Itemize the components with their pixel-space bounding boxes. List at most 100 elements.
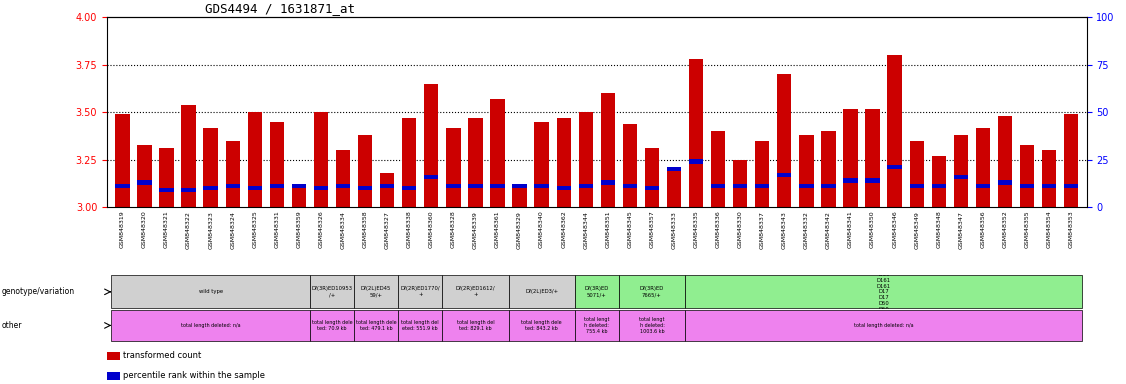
- Bar: [667, 171, 681, 207]
- Bar: [512, 189, 527, 207]
- FancyBboxPatch shape: [354, 275, 399, 308]
- Bar: [1064, 114, 1079, 207]
- Bar: [976, 127, 990, 207]
- Text: GSM848322: GSM848322: [186, 211, 191, 248]
- Bar: [490, 184, 504, 188]
- Text: GSM848330: GSM848330: [738, 211, 743, 248]
- Bar: [910, 141, 923, 207]
- FancyBboxPatch shape: [443, 275, 509, 308]
- Bar: [1042, 151, 1056, 207]
- Bar: [821, 184, 835, 188]
- Bar: [756, 141, 769, 207]
- Text: GDS4494 / 1631871_at: GDS4494 / 1631871_at: [205, 2, 355, 15]
- Bar: [799, 184, 814, 188]
- FancyBboxPatch shape: [619, 310, 685, 341]
- Bar: [115, 114, 129, 207]
- Bar: [689, 159, 704, 164]
- FancyBboxPatch shape: [111, 310, 310, 341]
- FancyBboxPatch shape: [685, 275, 1082, 308]
- Text: GSM848320: GSM848320: [142, 211, 148, 248]
- Bar: [711, 184, 725, 188]
- FancyBboxPatch shape: [399, 275, 443, 308]
- Text: Df(3R)ED
7665/+: Df(3R)ED 7665/+: [640, 286, 664, 297]
- FancyBboxPatch shape: [111, 275, 310, 308]
- Bar: [137, 145, 152, 207]
- Text: GSM848331: GSM848331: [275, 211, 279, 248]
- Text: GSM848329: GSM848329: [517, 211, 522, 248]
- Text: total lengt
h deleted:
1003.6 kb: total lengt h deleted: 1003.6 kb: [640, 317, 664, 334]
- Bar: [535, 122, 548, 207]
- Bar: [843, 109, 858, 207]
- Text: total length dele
ted: 479.1 kb: total length dele ted: 479.1 kb: [356, 320, 396, 331]
- Text: GSM848351: GSM848351: [606, 211, 610, 248]
- Text: Df(2L)ED3/+: Df(2L)ED3/+: [525, 289, 558, 295]
- FancyBboxPatch shape: [354, 310, 399, 341]
- Bar: [468, 184, 483, 188]
- Bar: [425, 84, 438, 207]
- Text: total length deleted: n/a: total length deleted: n/a: [854, 323, 913, 328]
- Bar: [425, 175, 438, 179]
- Bar: [181, 105, 196, 207]
- Bar: [270, 122, 284, 207]
- Text: genotype/variation: genotype/variation: [1, 287, 74, 296]
- Text: GSM848323: GSM848323: [208, 211, 213, 248]
- Bar: [248, 186, 262, 190]
- Bar: [336, 151, 350, 207]
- Bar: [976, 184, 990, 188]
- Bar: [645, 186, 659, 190]
- Text: GSM848360: GSM848360: [429, 211, 434, 248]
- Bar: [358, 135, 373, 207]
- Bar: [777, 173, 792, 177]
- Bar: [181, 188, 196, 192]
- Text: GSM848319: GSM848319: [119, 211, 125, 248]
- Text: GSM848354: GSM848354: [1046, 211, 1052, 248]
- Text: GSM848343: GSM848343: [781, 211, 787, 248]
- FancyBboxPatch shape: [310, 275, 354, 308]
- Bar: [821, 131, 835, 207]
- Bar: [733, 160, 748, 207]
- Text: GSM848328: GSM848328: [450, 211, 456, 248]
- Bar: [248, 113, 262, 207]
- Bar: [887, 55, 902, 207]
- Text: GSM848338: GSM848338: [406, 211, 412, 248]
- FancyBboxPatch shape: [443, 310, 509, 341]
- Bar: [667, 167, 681, 171]
- Text: GSM848341: GSM848341: [848, 211, 854, 248]
- Text: GSM848347: GSM848347: [958, 211, 964, 248]
- Bar: [270, 184, 284, 188]
- Text: GSM848339: GSM848339: [473, 211, 477, 248]
- Text: GSM848352: GSM848352: [1002, 211, 1008, 248]
- Text: GSM848325: GSM848325: [252, 211, 258, 248]
- FancyBboxPatch shape: [399, 310, 443, 341]
- Bar: [225, 141, 240, 207]
- FancyBboxPatch shape: [619, 275, 685, 308]
- Text: Df(2R)ED1770/
+: Df(2R)ED1770/ +: [401, 286, 440, 297]
- Text: GSM848324: GSM848324: [230, 211, 235, 248]
- Bar: [402, 186, 417, 190]
- Bar: [756, 184, 769, 188]
- Bar: [379, 184, 394, 188]
- Text: total length dele
ted: 70.9 kb: total length dele ted: 70.9 kb: [312, 320, 352, 331]
- FancyBboxPatch shape: [574, 310, 619, 341]
- Bar: [843, 179, 858, 183]
- Text: GSM848346: GSM848346: [892, 211, 897, 248]
- Bar: [402, 118, 417, 207]
- Text: GSM848357: GSM848357: [650, 211, 654, 248]
- Text: GSM848337: GSM848337: [760, 211, 765, 248]
- Bar: [468, 118, 483, 207]
- Bar: [733, 184, 748, 188]
- Bar: [931, 184, 946, 188]
- Bar: [115, 184, 129, 188]
- Text: GSM848359: GSM848359: [296, 211, 302, 248]
- Bar: [579, 184, 593, 188]
- Text: GSM848358: GSM848358: [363, 211, 367, 248]
- Text: GSM848356: GSM848356: [981, 211, 985, 248]
- Bar: [137, 180, 152, 185]
- Text: GSM848349: GSM848349: [914, 211, 919, 248]
- Bar: [556, 118, 571, 207]
- Bar: [535, 184, 548, 188]
- Text: GSM848334: GSM848334: [340, 211, 346, 248]
- Bar: [866, 109, 879, 207]
- Bar: [887, 165, 902, 169]
- Text: Df(3R)ED10953
/+: Df(3R)ED10953 /+: [312, 286, 352, 297]
